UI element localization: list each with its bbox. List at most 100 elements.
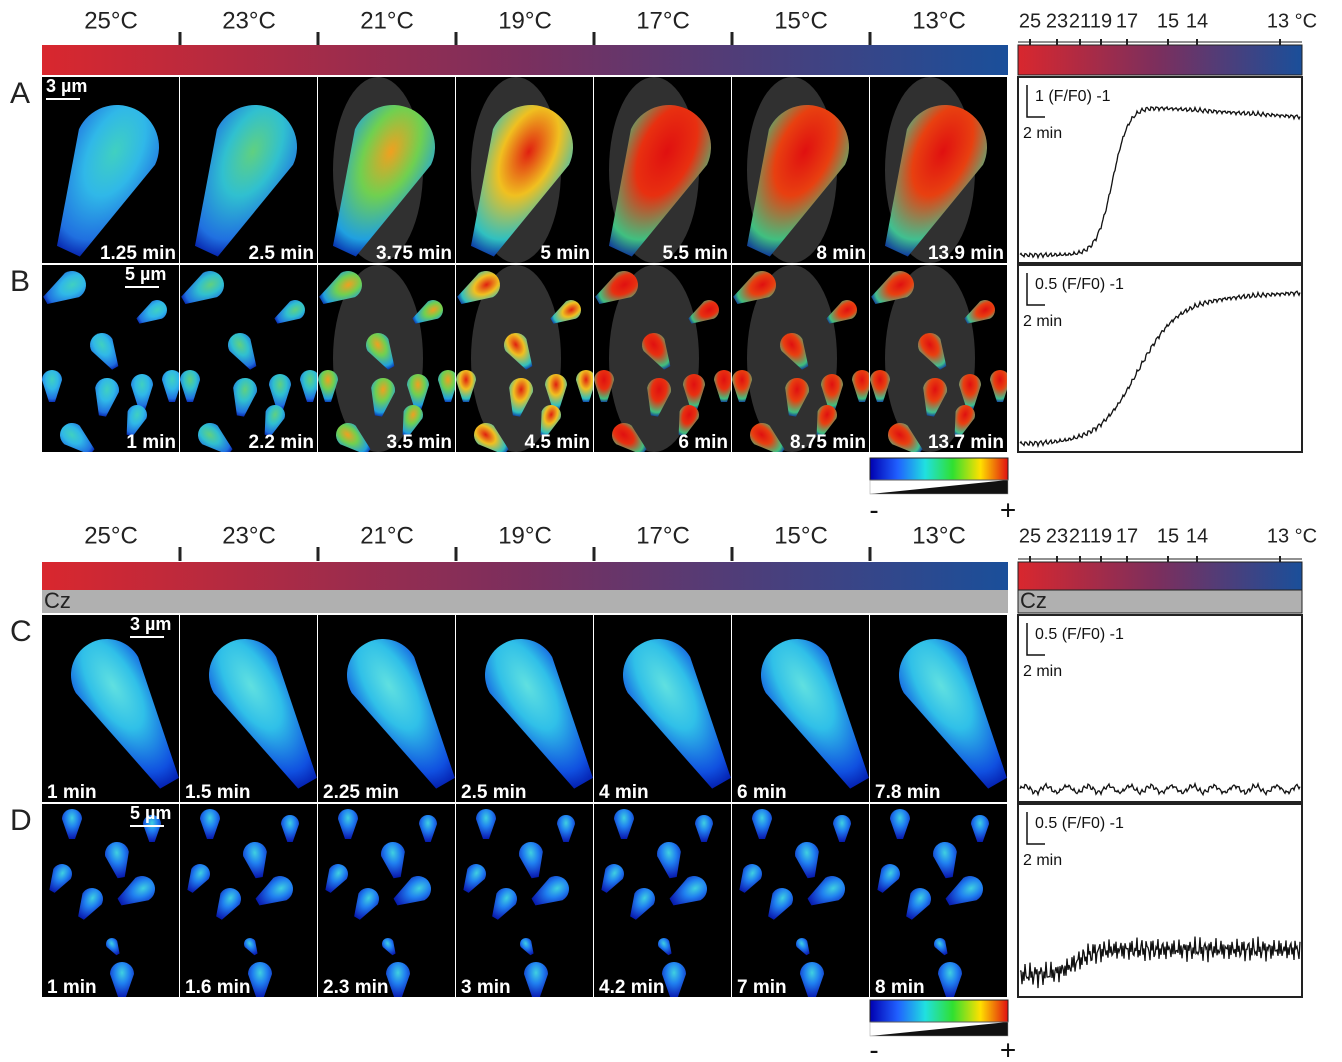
micrograph (318, 265, 455, 452)
cell (332, 105, 435, 257)
micrograph (870, 265, 1007, 452)
cell (106, 938, 120, 956)
micrograph (180, 804, 317, 997)
cell (200, 809, 220, 839)
time-label: 1.5 min (185, 782, 250, 803)
cell (244, 938, 258, 956)
trace-temperature-label: 14 (1186, 10, 1208, 32)
cell (509, 378, 533, 417)
micrograph-background (732, 804, 869, 997)
cell (906, 888, 931, 920)
temperature-label: 15°C (774, 7, 828, 34)
cell (371, 378, 395, 417)
cell (540, 405, 561, 437)
cell (750, 423, 785, 452)
cell (402, 405, 423, 437)
cell (187, 864, 210, 893)
cell (255, 876, 293, 906)
cell (60, 423, 95, 452)
cell (56, 105, 159, 257)
trace-temperature-label: 23 (1046, 525, 1068, 547)
cell (768, 888, 793, 920)
temperature-label: 13°C (912, 7, 966, 34)
cell (274, 300, 305, 324)
temperature-label: 21°C (360, 7, 414, 34)
cell (612, 423, 647, 452)
cell (662, 962, 686, 997)
cell (821, 374, 843, 410)
fluorescence-trace (1019, 936, 1301, 989)
cell (918, 333, 947, 370)
time-label: 4 min (599, 782, 649, 803)
time-label: 13.7 min (928, 432, 1004, 453)
calibration-amplitude: 0.5 (F/F0) -1 (1035, 276, 1124, 293)
calibration-time: 2 min (1023, 852, 1062, 869)
trace-box (1017, 803, 1303, 998)
trace-box (1017, 614, 1303, 803)
time-label: 1 min (47, 782, 97, 803)
cell (669, 876, 707, 906)
cell (504, 333, 533, 370)
temperature-label: 13°C (912, 522, 966, 549)
cell (131, 374, 153, 410)
drug-bar (42, 590, 1008, 613)
cell (826, 300, 857, 324)
trace-temperature-label: 13 °C (1267, 10, 1317, 32)
cell (971, 815, 989, 842)
cell (492, 888, 517, 920)
time-label: 8 min (816, 243, 866, 264)
temperature-bar (42, 45, 1008, 75)
cell (877, 864, 900, 893)
cell (248, 962, 272, 997)
cell (938, 962, 962, 997)
fluorescence-trace (1019, 290, 1301, 448)
cell (890, 809, 910, 839)
panel-letter: B (10, 265, 30, 298)
temperature-label: 25°C (84, 522, 138, 549)
time-label: 5 min (540, 243, 590, 264)
panel-letter: C (10, 615, 32, 648)
cell (695, 815, 713, 842)
colorbar-plus: + (1000, 494, 1016, 525)
cell (545, 374, 567, 410)
cell (78, 888, 103, 920)
micrograph (870, 804, 1007, 997)
cell (557, 815, 575, 842)
cell (126, 405, 147, 437)
cell (733, 271, 776, 305)
calibration-time: 2 min (1023, 313, 1062, 330)
cell (325, 864, 348, 893)
cell (347, 639, 455, 789)
scale-bar-label: 5 µm (130, 803, 171, 823)
cell (647, 378, 671, 417)
trace-temperature-label: 17 (1116, 525, 1138, 547)
time-label: 3 min (461, 977, 511, 998)
calibration-bar (1026, 273, 1045, 306)
cell (796, 938, 810, 956)
cell (105, 842, 129, 879)
micrograph (42, 804, 179, 997)
cell (780, 333, 809, 370)
cell (407, 374, 429, 410)
cell (657, 842, 681, 879)
time-label: 1 min (126, 432, 176, 453)
micrograph (42, 615, 179, 802)
calibration-bar (1026, 85, 1045, 118)
cell (366, 333, 395, 370)
calibration-amplitude: 1 (F/F0) -1 (1035, 88, 1111, 105)
micrograph (318, 615, 455, 802)
cell (739, 864, 762, 893)
trace-temperature-bar (1017, 44, 1303, 76)
trace-temperature-label: 15 (1157, 10, 1179, 32)
time-label: 2.5 min (249, 243, 314, 264)
micrograph (456, 804, 593, 997)
cell (990, 370, 1007, 402)
colorbar-minus: - (869, 494, 878, 525)
cell (42, 370, 62, 402)
cell (162, 370, 179, 402)
cell (382, 938, 396, 956)
cell (95, 378, 119, 417)
cell (531, 876, 569, 906)
cell (595, 271, 638, 305)
cell (923, 378, 947, 417)
